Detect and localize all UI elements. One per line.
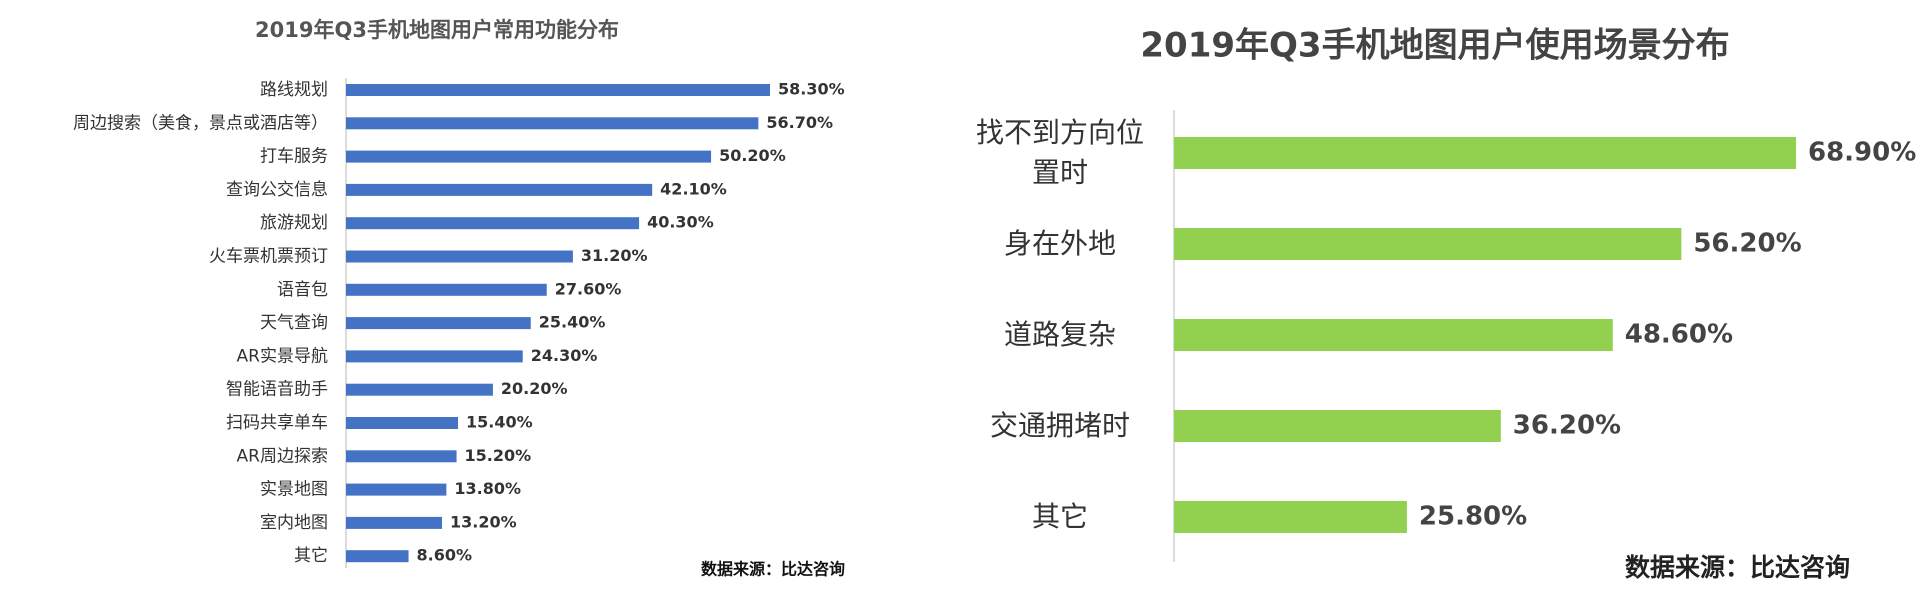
value-label: 58.30% — [778, 80, 845, 99]
bar — [346, 250, 573, 263]
category-label-box: 找不到方向位置时 — [975, 116, 1144, 189]
bar — [346, 317, 531, 330]
bar — [346, 183, 653, 196]
value-label: 13.80% — [454, 479, 521, 498]
category-label: 找不到方向位置时 — [975, 116, 1144, 189]
category-label: 周边搜索（美食，景点或酒店等） — [73, 113, 328, 133]
category-label: 身在外地 — [1003, 227, 1116, 260]
bar — [346, 84, 770, 96]
category-label: 天气查询 — [260, 313, 328, 333]
category-label: 实景地图 — [260, 480, 328, 500]
chart-title: 2019年Q3手机地图用户使用场景分布 — [1140, 26, 1729, 66]
value-label: 15.40% — [466, 413, 533, 432]
category-label-box: 身在外地 — [1003, 227, 1116, 260]
value-label: 31.20% — [581, 246, 648, 265]
value-label: 13.20% — [450, 512, 517, 531]
value-label: 25.40% — [539, 313, 606, 332]
category-label: 查询公交信息 — [226, 180, 328, 200]
bar — [1174, 501, 1407, 533]
value-label: 42.10% — [660, 179, 727, 198]
bar — [1174, 137, 1796, 169]
category-label-box: 道路复杂 — [1003, 318, 1116, 351]
source-note: 数据来源：比达咨询 — [701, 560, 845, 579]
category-label: 道路复杂 — [1003, 318, 1116, 351]
category-label: 语音包 — [277, 280, 328, 300]
value-label: 68.90% — [1808, 138, 1916, 168]
value-label: 48.60% — [1625, 320, 1733, 350]
value-label: 25.80% — [1419, 502, 1527, 532]
bar — [346, 217, 640, 230]
category-label: 旅游规划 — [260, 213, 328, 233]
category-label: 室内地图 — [260, 513, 328, 533]
category-label: 路线规划 — [260, 80, 328, 100]
category-label: 扫码共享单车 — [226, 413, 328, 433]
category-label: 其它 — [294, 546, 328, 566]
category-label: 交通拥堵时 — [989, 409, 1130, 442]
value-label: 50.20% — [719, 146, 786, 165]
category-label: 其它 — [1031, 500, 1088, 533]
value-label: 8.60% — [417, 546, 473, 565]
value-label: 36.20% — [1513, 411, 1621, 441]
bar — [1174, 228, 1682, 260]
value-label: 20.20% — [501, 379, 568, 398]
category-label: AR周边探索 — [237, 446, 328, 466]
bar — [346, 350, 523, 363]
category-label: AR实景导航 — [237, 346, 328, 366]
source-note: 数据来源：比达咨询 — [1625, 553, 1850, 582]
bar — [346, 417, 458, 429]
chart-title: 2019年Q3手机地图用户常用功能分布 — [255, 18, 619, 42]
bar — [346, 516, 442, 529]
category-label: 火车票机票预订 — [209, 247, 328, 267]
bar — [346, 283, 547, 296]
bar — [346, 383, 493, 396]
category-label-box: 交通拥堵时 — [989, 409, 1130, 442]
category-label: 打车服务 — [260, 147, 328, 167]
bar — [1174, 410, 1501, 442]
bar — [1174, 319, 1613, 351]
category-label-box: 其它 — [1031, 500, 1088, 533]
bar — [346, 450, 457, 463]
category-label: 智能语音助手 — [226, 380, 328, 400]
value-label: 27.60% — [555, 279, 622, 298]
value-label: 40.30% — [647, 213, 714, 232]
value-label: 56.70% — [766, 113, 833, 132]
bar — [346, 117, 759, 130]
value-label: 15.20% — [465, 446, 532, 465]
bar — [346, 550, 409, 563]
bar — [346, 483, 447, 496]
value-label: 24.30% — [531, 346, 598, 365]
value-label: 56.20% — [1693, 229, 1801, 259]
bar — [346, 150, 712, 163]
